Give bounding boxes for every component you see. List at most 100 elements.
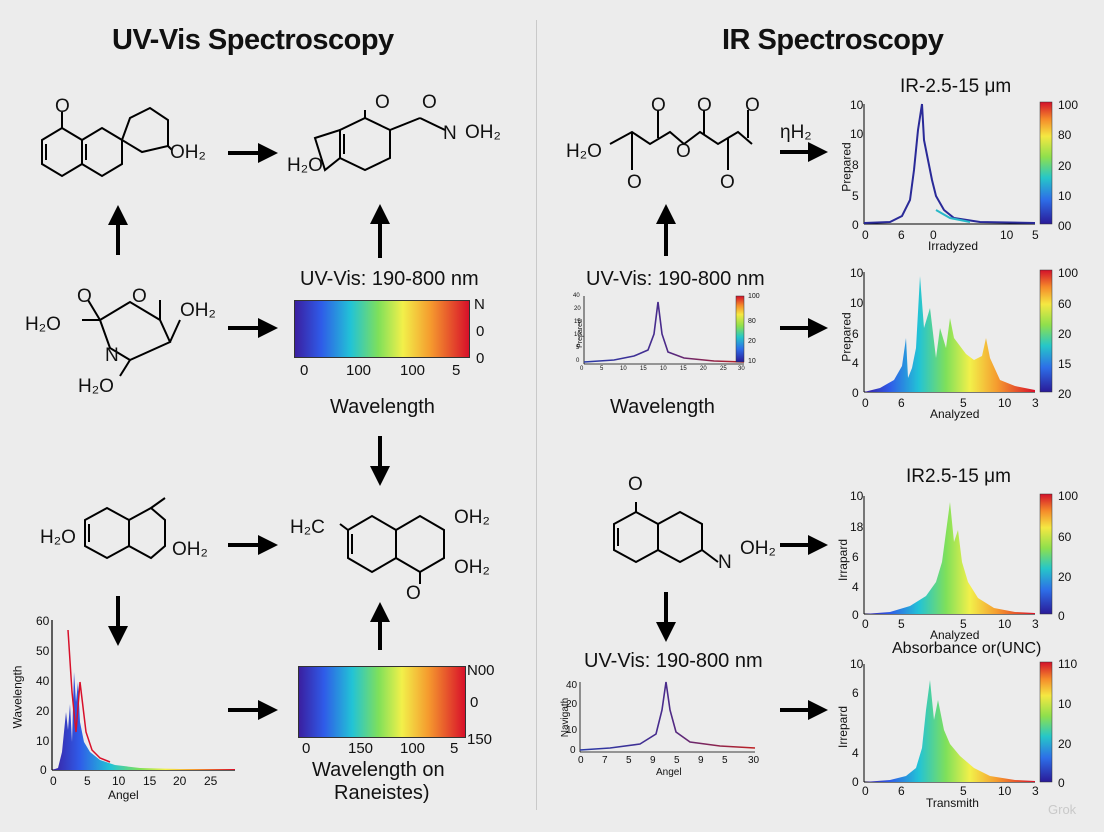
ir3-colorbar <box>1039 493 1053 615</box>
mini2-y-3: 0 <box>570 745 576 756</box>
ir2-x-2: 5 <box>960 396 967 410</box>
ir2-x-3: 10 <box>998 396 1012 410</box>
mini2-y-1: 20 <box>566 699 578 710</box>
mol-b-o2: O <box>422 92 437 113</box>
mol-f-o4: O <box>676 141 691 162</box>
mol-a-o: O <box>55 96 70 117</box>
ir4-area <box>864 680 1035 782</box>
mini2-x-7: 30 <box>748 755 760 766</box>
ir2-y-3: 4 <box>852 356 859 370</box>
molecule-e <box>339 514 445 584</box>
mini1-line <box>583 301 745 363</box>
ir3-y-0: 10 <box>850 489 864 503</box>
section-divider <box>536 20 537 810</box>
mol-b-oh: OH₂ <box>465 122 501 143</box>
mol-c-o2: O <box>132 286 147 307</box>
mini1-x-0: 0 <box>580 366 584 372</box>
ir2-y-0: 10 <box>850 266 864 280</box>
mol-f-nh: ηH₂ <box>780 122 812 143</box>
mini1-y-1: 20 <box>574 306 581 312</box>
bar1-right-0: N <box>474 296 485 313</box>
ir3-cb-0: 100 <box>1058 489 1079 503</box>
ir1-cb-0: 100 <box>1058 98 1079 112</box>
mini1-x-2: 10 <box>620 366 627 372</box>
ir4-xlabel: Transmith <box>926 796 979 810</box>
ir2-cb-4: 20 <box>1058 387 1072 401</box>
bar2-tick-1: 150 <box>348 740 374 757</box>
mol-b-o1: O <box>375 92 390 113</box>
mini1-y-2: 15 <box>574 319 581 325</box>
ir3-xlabel: Analyzed <box>930 628 980 642</box>
mol-b-n: N <box>443 123 457 144</box>
mini1-caption: Wavelength <box>610 396 715 418</box>
spectrum-bar-1 <box>294 300 470 358</box>
lc-x-1: 5 <box>84 774 91 788</box>
ir1-line <box>863 103 1036 224</box>
mini1-x-4: 10 <box>660 366 667 372</box>
mol-g-oh: OH₂ <box>740 538 776 559</box>
ir3-x-0: 0 <box>862 617 869 631</box>
mol-f-o2: O <box>697 95 712 116</box>
mol-f-o5: O <box>627 172 642 193</box>
molecule-a <box>41 106 173 178</box>
mini2-x-0: 0 <box>578 755 584 766</box>
mini1-y-0: 40 <box>573 293 580 299</box>
mini2-x-3: 9 <box>650 755 656 766</box>
mol-c-n: N <box>105 345 119 366</box>
ir4-y-0: 10 <box>850 657 864 671</box>
mol-c-h2o: H₂O <box>78 376 114 397</box>
ir1-title: IR-2.5-15 μm <box>900 76 1012 97</box>
ir4-x-0: 0 <box>862 784 869 798</box>
mini2-x-4: 5 <box>674 755 680 766</box>
ir2-x-1: 6 <box>898 396 905 410</box>
ir4-colorbar <box>1039 661 1053 783</box>
bar2-right-0: N00 <box>467 662 495 679</box>
molecule-c <box>82 299 181 377</box>
bar1-caption: Wavelength <box>330 396 435 418</box>
mini1-cb-3: 10 <box>748 358 756 365</box>
molecule-d <box>84 497 166 560</box>
ir4-title: Absorbance or(UNC) <box>892 640 1042 657</box>
mol-e-o: O <box>406 583 421 604</box>
mini2-x-2: 5 <box>626 755 632 766</box>
lc-y-4: 10 <box>36 734 50 748</box>
bar1-tick-0: 0 <box>300 362 309 379</box>
bar1-right-1: 0 <box>476 323 485 340</box>
mol-f-o6: O <box>720 172 735 193</box>
spectrum-bar-2 <box>298 666 466 738</box>
mini1-cb-0: 100 <box>748 293 760 300</box>
lc-x-0: 0 <box>50 774 57 788</box>
mini1-x-8: 30 <box>738 366 745 372</box>
mini1-y-3: 10 <box>574 332 581 338</box>
ir4-x-3: 10 <box>998 784 1012 798</box>
ir1-x-4: 5 <box>1032 228 1039 242</box>
ir1-cb-1: 80 <box>1058 128 1072 142</box>
mol-f-h2o: H₂O <box>566 141 602 162</box>
ir3-cb-3: 0 <box>1058 609 1065 623</box>
bar1-tick-1: 100 <box>346 362 372 379</box>
ir1-y-3: 5 <box>852 189 859 203</box>
ir2-x-4: 3 <box>1032 396 1039 410</box>
mini1-cb-1: 80 <box>748 318 756 325</box>
mol-d-ho: H₂O <box>40 527 76 548</box>
mini1-colorbar <box>735 295 745 363</box>
ir3-cb-2: 20 <box>1058 570 1072 584</box>
ir2-y-4: 0 <box>852 386 859 400</box>
ir3-y-2: 6 <box>852 550 859 564</box>
lc-x-2: 10 <box>112 774 126 788</box>
mol-e-oh1: OH₂ <box>454 507 490 528</box>
ir4-cb-2: 20 <box>1058 737 1072 751</box>
ir1-xlabel: Irradyzed <box>928 239 979 253</box>
ir2-x-0: 0 <box>862 396 869 410</box>
ir2-y-1: 10 <box>850 296 864 310</box>
left-chart-area <box>52 672 235 770</box>
ir4-x-4: 3 <box>1032 784 1039 798</box>
ir4-y-2: 4 <box>852 746 859 760</box>
mini2-chart <box>579 681 756 753</box>
lc-x-5: 25 <box>204 774 218 788</box>
molecule-g <box>613 502 719 564</box>
lc-y-3: 20 <box>36 704 50 718</box>
lc-x-4: 20 <box>173 774 187 788</box>
mini2-line <box>579 681 756 751</box>
